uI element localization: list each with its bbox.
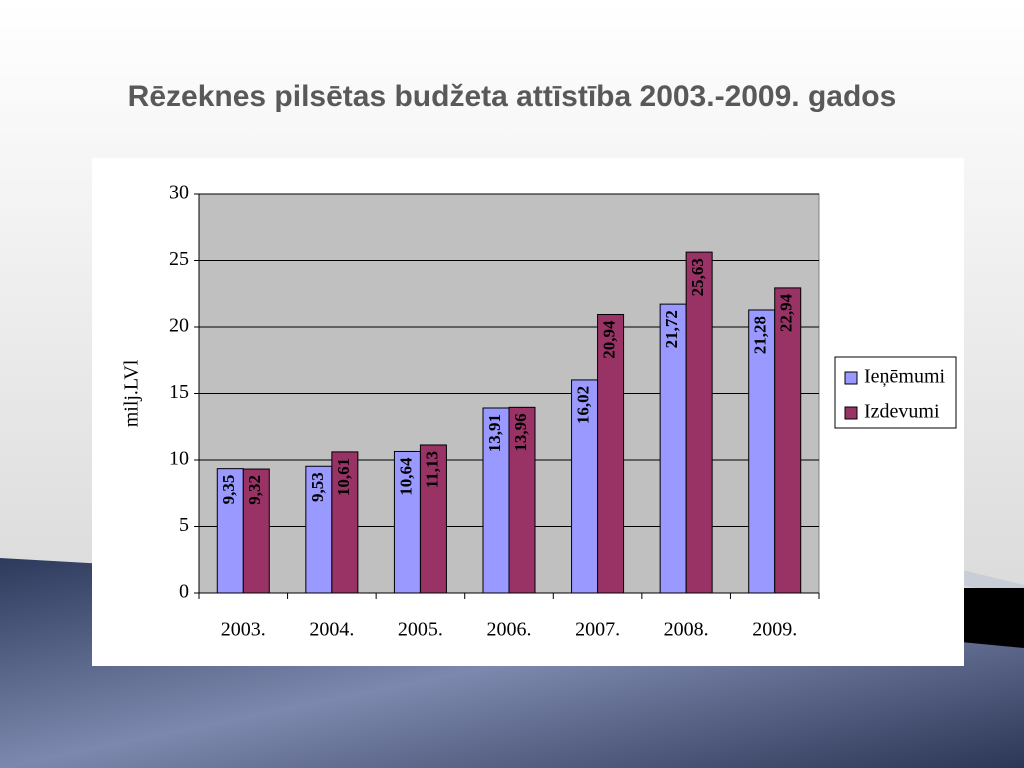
value-label: 13,96 [511, 413, 530, 451]
value-label: 13,91 [485, 414, 504, 452]
bar [597, 313, 625, 594]
y-tick-label: 10 [169, 448, 189, 470]
value-label: 10,61 [334, 458, 353, 496]
bar [685, 251, 713, 594]
x-tick-label: 2009. [752, 619, 797, 641]
value-label: 9,53 [308, 472, 327, 502]
bar [508, 406, 536, 594]
bar [419, 444, 447, 594]
x-tick-label: 2003. [221, 619, 266, 641]
bar [331, 451, 359, 594]
x-tick-label: 2006. [487, 619, 532, 641]
value-label: 21,72 [662, 310, 681, 348]
chart: 0 5 10 15 20 25 30 milj.LVl 2003. 9,35 9,32 2004. 9,… [121, 182, 957, 641]
y-tick-label: 25 [169, 248, 189, 270]
value-label: 10,64 [396, 457, 415, 496]
bar [659, 303, 687, 594]
bar [216, 468, 244, 594]
bar [748, 309, 776, 594]
y-tick-label: 30 [169, 182, 189, 204]
y-tick-label: 5 [179, 514, 189, 536]
legend-label: Izdevumi [864, 401, 940, 423]
x-tick-label: 2008. [664, 619, 709, 641]
y-axis-label: milj.LVl [121, 359, 143, 427]
bar [393, 450, 421, 594]
value-label: 20,94 [599, 320, 618, 359]
bar [571, 379, 599, 594]
value-label: 16,02 [573, 386, 592, 424]
y-tick-label: 0 [179, 581, 189, 603]
legend-swatch [844, 406, 858, 420]
value-label: 22,94 [777, 293, 796, 332]
value-label: 25,63 [688, 258, 707, 296]
bar [774, 287, 802, 594]
value-label: 21,28 [751, 316, 770, 354]
y-tick-label: 20 [169, 315, 189, 337]
legend-label: Ieņēmumi [864, 366, 946, 388]
bar [242, 468, 270, 594]
x-tick-label: 2007. [575, 619, 620, 641]
x-tick-label: 2005. [398, 619, 443, 641]
slide-title: Rēzeknes pilsētas budžeta attīstība 2003… [128, 80, 897, 113]
value-label: 9,32 [245, 475, 264, 505]
value-label: 11,13 [422, 451, 441, 488]
legend-swatch [844, 371, 858, 385]
value-label: 9,35 [219, 475, 238, 505]
x-tick-label: 2004. [309, 619, 354, 641]
y-tick-label: 15 [169, 381, 189, 403]
